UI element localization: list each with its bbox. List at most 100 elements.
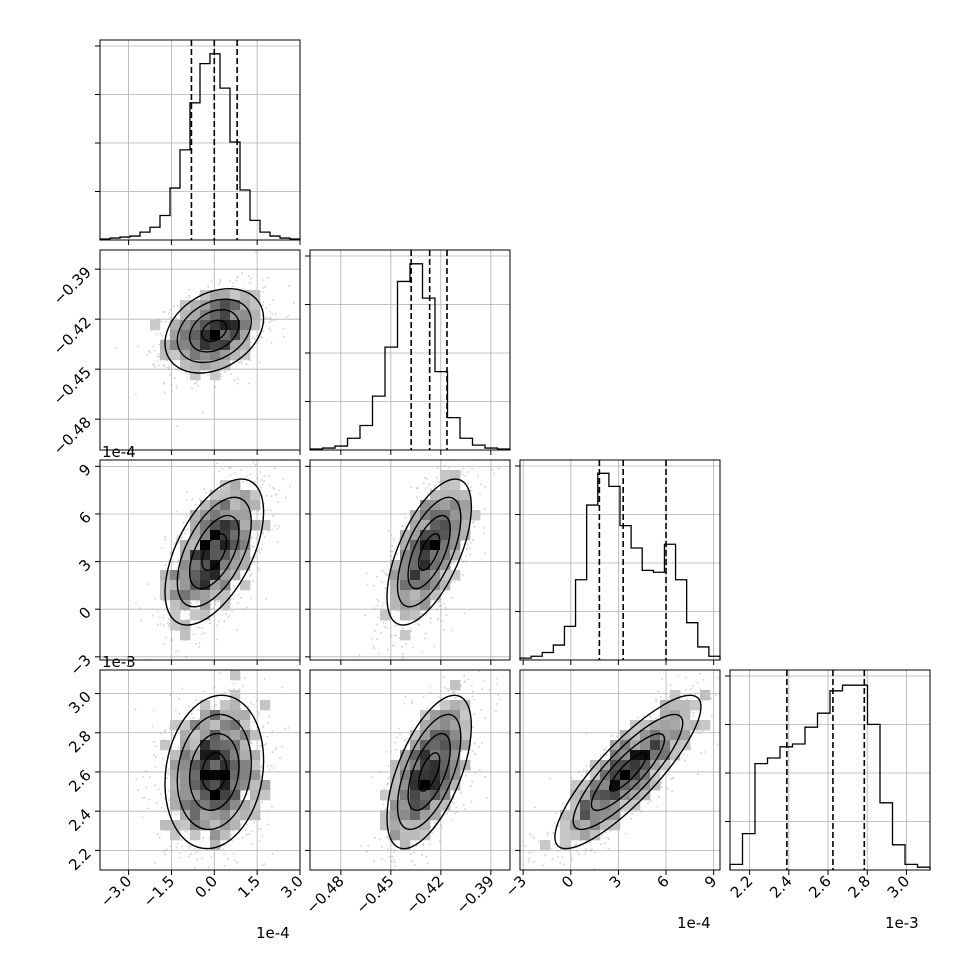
offset-label-p4-y: 1e-3 bbox=[102, 653, 136, 671]
density-cell bbox=[390, 580, 401, 591]
density-cell bbox=[220, 320, 231, 331]
density-cell bbox=[390, 820, 401, 831]
density-cell bbox=[190, 570, 201, 581]
density-cell bbox=[460, 700, 471, 711]
density-cell bbox=[220, 560, 231, 571]
density-cell bbox=[210, 310, 221, 321]
density-cell bbox=[200, 320, 211, 331]
density-cell bbox=[230, 760, 241, 771]
density-cell bbox=[170, 800, 181, 811]
density-cell bbox=[220, 770, 231, 781]
density-cell bbox=[400, 560, 411, 571]
tick-label-x-p1: 1.5 bbox=[234, 872, 264, 902]
density-cell bbox=[440, 530, 451, 541]
contour-level-2 bbox=[396, 496, 462, 608]
density-cell bbox=[450, 490, 461, 501]
density-cell bbox=[210, 740, 221, 751]
density-cell bbox=[220, 780, 231, 791]
density-cell bbox=[400, 550, 411, 561]
density-cell bbox=[420, 820, 431, 831]
tick-label-y-p2: −0.42 bbox=[50, 313, 95, 358]
density-cell bbox=[180, 350, 191, 361]
density-cell bbox=[640, 750, 651, 761]
density-cell bbox=[190, 330, 201, 341]
density-cell bbox=[220, 290, 231, 301]
histogram-p2 bbox=[305, 249, 511, 451]
density-cell bbox=[560, 840, 571, 851]
density-cell bbox=[210, 510, 221, 521]
density-cell bbox=[220, 790, 231, 801]
density-cell bbox=[650, 770, 661, 781]
density-cell bbox=[580, 790, 591, 801]
density-cell bbox=[200, 550, 211, 561]
tick-label-x-p3: 0 bbox=[558, 872, 577, 891]
density-cell bbox=[380, 810, 391, 821]
density-cell bbox=[170, 580, 181, 591]
density-cell bbox=[400, 610, 411, 621]
density-cell bbox=[210, 720, 221, 731]
contour-level-2 bbox=[176, 713, 252, 831]
contour-level-0 bbox=[201, 533, 228, 572]
density-cell bbox=[210, 750, 221, 761]
density-cell bbox=[650, 760, 661, 771]
density-cell bbox=[420, 720, 431, 731]
density-cell bbox=[450, 510, 461, 521]
tick-label-y-p4: 2.2 bbox=[65, 844, 95, 874]
density-cell bbox=[240, 510, 251, 521]
density-cell bbox=[230, 700, 241, 711]
density-cell bbox=[230, 480, 241, 491]
density-cell bbox=[230, 520, 241, 531]
density-cell bbox=[210, 800, 221, 811]
density-cell bbox=[600, 790, 611, 801]
density-cell bbox=[430, 540, 441, 551]
density-cell bbox=[190, 310, 201, 321]
density-cell bbox=[430, 550, 441, 561]
density-cell bbox=[210, 540, 221, 551]
density-cell bbox=[200, 810, 211, 821]
density-cell bbox=[190, 520, 201, 531]
density-cell bbox=[210, 790, 221, 801]
histogram-step-p4 bbox=[729, 684, 931, 870]
density-cell bbox=[410, 820, 421, 831]
density-cell bbox=[230, 690, 241, 701]
density-cell bbox=[590, 790, 601, 801]
density-cell bbox=[420, 800, 431, 811]
contour-level-1 bbox=[407, 732, 451, 811]
density-cell bbox=[580, 810, 591, 821]
density-cell bbox=[230, 730, 241, 741]
density-cell bbox=[440, 560, 451, 571]
density-cell bbox=[180, 760, 191, 771]
density-cell bbox=[670, 690, 681, 701]
density-cell bbox=[190, 720, 201, 731]
density-cell bbox=[660, 710, 671, 721]
density-cell bbox=[250, 520, 261, 531]
density-cell bbox=[450, 470, 461, 481]
density-cell bbox=[190, 780, 201, 791]
density-cell bbox=[220, 500, 231, 511]
density-cell bbox=[400, 750, 411, 761]
density-cell bbox=[170, 830, 181, 841]
density-cell bbox=[680, 720, 691, 731]
tick-label-y-p4: 2.8 bbox=[65, 727, 95, 757]
density-cell bbox=[660, 730, 671, 741]
tick-label-x-p1: 3.0 bbox=[277, 872, 307, 902]
density-cell bbox=[670, 720, 681, 731]
offset-label-p1-x: 1e-4 bbox=[256, 924, 290, 942]
density-cell bbox=[200, 790, 211, 801]
density-cell bbox=[400, 530, 411, 541]
density-cell bbox=[180, 600, 191, 611]
density-p2-p4 bbox=[309, 669, 511, 871]
density-cell bbox=[230, 720, 241, 731]
density-cell bbox=[170, 780, 181, 791]
density-cell bbox=[400, 590, 411, 601]
density-cell bbox=[390, 590, 401, 601]
density-cell bbox=[410, 560, 421, 571]
histogram-step-p3 bbox=[519, 472, 721, 660]
tick-label-y-p3: −3 bbox=[66, 651, 94, 679]
density-cell bbox=[170, 820, 181, 831]
density-cell bbox=[190, 590, 201, 601]
density-cell bbox=[240, 550, 251, 561]
density-cell bbox=[180, 320, 191, 331]
density-cell bbox=[180, 550, 191, 561]
density-cell bbox=[240, 740, 251, 751]
